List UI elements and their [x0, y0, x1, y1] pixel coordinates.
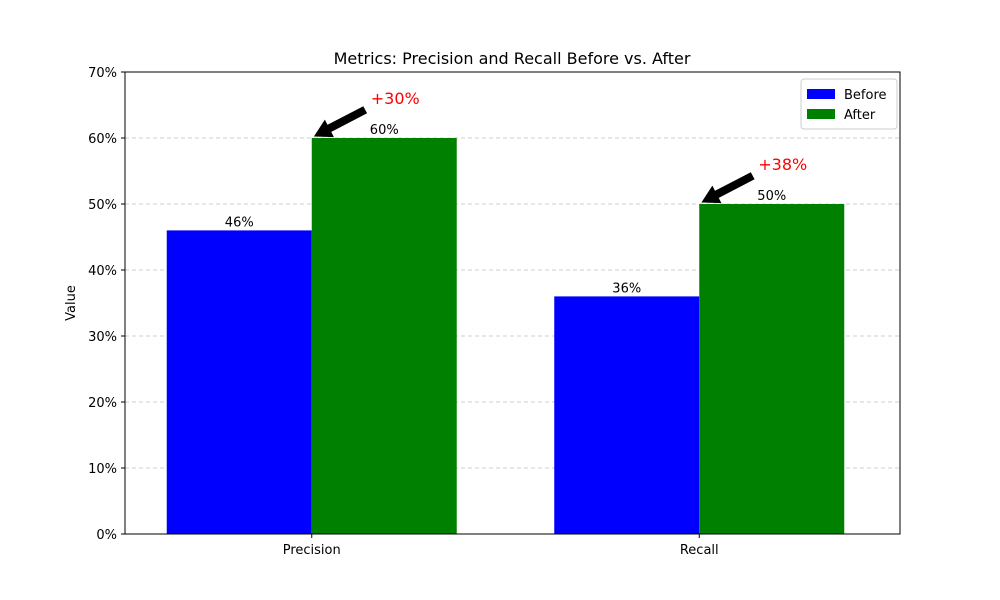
bar-before-precision: [166, 230, 312, 534]
bar-after-recall: [699, 204, 845, 534]
plot-frame: [124, 71, 901, 535]
data-label: 46%: [225, 215, 254, 230]
legend-label-after: After: [844, 108, 876, 123]
data-label: 60%: [370, 123, 399, 138]
bar-before-recall: [554, 296, 700, 534]
y-tick-label: 20%: [88, 396, 117, 411]
y-tick-label: 60%: [88, 132, 117, 147]
annotation-arrow: [313, 106, 368, 138]
y-axis-label: Value: [64, 285, 79, 321]
axes: Precision Recall 0% 10% 20% 30% 40% 50% 60% 70%: [88, 66, 901, 558]
legend-swatch-after: [807, 109, 835, 119]
y-tick-label: 0%: [96, 528, 117, 543]
y-tick-label: 50%: [88, 198, 117, 213]
legend-label-before: Before: [844, 88, 887, 103]
annotation-arrow-shape: [313, 106, 368, 138]
annotation-text: +38%: [758, 155, 807, 174]
legend: Before After: [800, 78, 898, 130]
data-label: 36%: [612, 281, 641, 296]
y-tick-label: 30%: [88, 330, 117, 345]
legend-swatch-before: [807, 89, 835, 99]
y-tick-label: 10%: [88, 462, 117, 477]
annotation-text: +30%: [371, 89, 420, 108]
y-tick-label: 40%: [88, 264, 117, 279]
annotations: +30% +38%: [313, 89, 807, 204]
bars: [166, 138, 845, 534]
bar-after-precision: [311, 138, 457, 534]
data-label: 50%: [757, 189, 786, 204]
data-labels: 46% 60% 36% 50%: [225, 123, 786, 296]
x-tick-label: Precision: [283, 543, 341, 558]
chart-title: Metrics: Precision and Recall Before vs.…: [334, 49, 691, 68]
annotation-arrow: [701, 172, 755, 204]
y-tick-label: 70%: [88, 66, 117, 81]
annotation-arrow-shape: [701, 172, 755, 204]
x-tick-label: Recall: [680, 543, 719, 558]
